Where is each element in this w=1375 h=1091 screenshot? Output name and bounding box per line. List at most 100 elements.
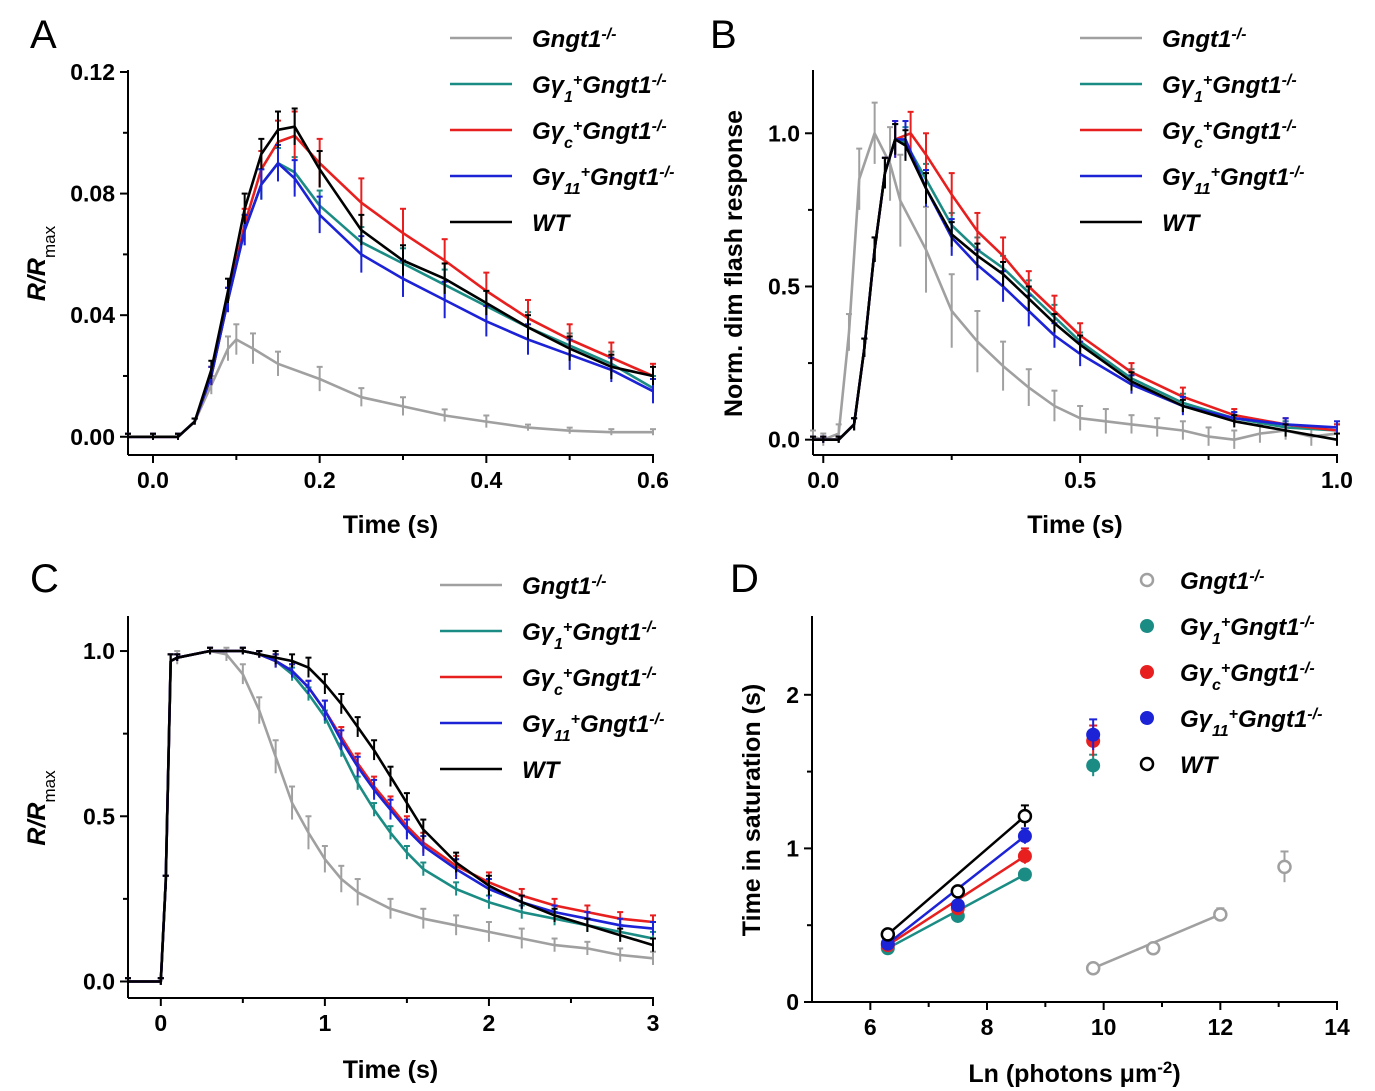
series-gngt1: [1085, 850, 1292, 976]
series-wt: [125, 107, 656, 440]
x-axis-label: Time (s): [343, 1056, 438, 1084]
legend-swatch: [1140, 619, 1154, 633]
y-tick-label: 1: [786, 835, 799, 861]
x-tick-label: 0.5: [1064, 467, 1096, 493]
y-tick-label: 0.12: [70, 59, 115, 85]
x-axis-label: Time (s): [343, 511, 438, 539]
y-tick-label: 0: [786, 989, 799, 1015]
legend-label: WT: [1180, 752, 1220, 779]
series-gngt1: [810, 101, 1340, 449]
legend-label: WT: [1162, 210, 1202, 237]
y-tick-label: 0.5: [83, 803, 115, 829]
legend-swatch: [1140, 665, 1154, 679]
y-axis-label: R/Rmax: [23, 225, 59, 301]
x-axis-label: Ln (photons μm-2): [968, 1058, 1180, 1089]
data-point: [950, 884, 966, 899]
legend-label: Gγ1+Gngt1-/-: [1162, 72, 1297, 106]
x-axis-label: Time (s): [1027, 511, 1122, 539]
x-tick-label: 0.6: [637, 467, 669, 493]
panel-c: C 0 1 2 3 0.0 0.5 1.0 Time (s) R/Rmax Gngt1-/- Gγ1+…: [23, 557, 664, 1084]
x-tick-label: 1: [318, 1010, 331, 1036]
y-tick-label: 1.0: [768, 120, 800, 146]
y-axis-label: R/Rmax: [23, 770, 59, 846]
series-gg11: [125, 646, 656, 985]
legend-label: Gngt1-/-: [1162, 26, 1246, 54]
data-point: [1277, 859, 1292, 875]
data-point: [1086, 727, 1101, 742]
y-tick-label: 0.08: [70, 181, 115, 207]
legend-label: WT: [532, 210, 572, 237]
data-point: [1017, 849, 1032, 864]
data-point: [1017, 867, 1032, 882]
x-tick-label: 10: [1091, 1014, 1117, 1040]
series-wt: [810, 123, 1340, 446]
legend-label: Gγc+Gngt1-/-: [522, 665, 657, 699]
legend-label: Gγ11+Gngt1-/-: [1162, 164, 1304, 198]
y-tick-label: 0.04: [70, 302, 115, 328]
panel-label: B: [710, 13, 737, 57]
x-tick-label: 0.4: [470, 467, 502, 493]
x-tick-label: 0.0: [807, 467, 839, 493]
data-point: [1146, 940, 1161, 956]
y-tick-label: 0.5: [768, 273, 800, 299]
series-gg1: [880, 753, 1101, 956]
series-line: [128, 125, 654, 439]
fit-line: [1092, 913, 1221, 970]
legend-label: Gγc+Gngt1-/-: [1180, 660, 1315, 694]
x-tick-label: 6: [864, 1014, 877, 1040]
panel-label: A: [30, 13, 57, 57]
x-tick-label: 12: [1208, 1014, 1234, 1040]
legend-label: WT: [522, 757, 562, 784]
data-point: [1213, 907, 1228, 922]
data-point: [950, 898, 965, 913]
data-point: [880, 927, 896, 942]
panel-label: D: [730, 557, 759, 601]
y-axis-label: Norm. dim flash response: [720, 110, 748, 417]
legend-label: Gγ1+Gngt1-/-: [522, 619, 657, 653]
legend: Gngt1-/- Gγ1+Gngt1-/- Gγc+Gngt1-/- Gγ11+Gng…: [1080, 26, 1304, 237]
x-tick-label: 0.0: [137, 467, 169, 493]
legend-label: Gγc+Gngt1-/-: [532, 118, 667, 152]
legend: Gngt1-/- Gγ1+Gngt1-/- Gγc+Gngt1-/- Gγ11+Gng…: [1139, 568, 1322, 779]
x-tick-label: 0: [154, 1010, 167, 1036]
series-gg11: [880, 718, 1101, 951]
legend: Gngt1-/- Gγ1+Gngt1-/- Gγc+Gngt1-/- Gγ11+Gng…: [450, 26, 674, 237]
panel-b: B 0.0 0.5 1.0 0.0 0.5 1.0 Time (s) Norm. dim fla…: [710, 13, 1353, 539]
y-tick-label: 0.0: [83, 968, 115, 994]
legend-label: Gγ11+Gngt1-/-: [532, 164, 674, 198]
data-point: [1017, 808, 1033, 824]
fit-line: [887, 815, 1026, 936]
legend: Gngt1-/- Gγ1+Gngt1-/- Gγc+Gngt1-/- Gγ11+Gng…: [440, 573, 664, 784]
legend-label: Gngt1-/-: [532, 26, 616, 54]
legend-label: Gγ11+Gngt1-/-: [1180, 706, 1322, 740]
legend-label: Gγ1+Gngt1-/-: [1180, 614, 1315, 648]
y-tick-label: 0.00: [70, 424, 115, 450]
x-tick-label: 0.2: [304, 467, 336, 493]
series-wt: [880, 804, 1033, 942]
legend-label: Gngt1-/-: [1180, 568, 1264, 596]
y-axis-label: Time in saturation (s): [738, 684, 766, 936]
y-tick-label: 0.0: [768, 427, 800, 453]
legend-swatch: [1139, 756, 1155, 772]
series-wt: [125, 646, 656, 985]
panel-a: A 0.0 0.2 0.4 0.6 0.00 0.04 0.08 0.12 Time (s) R/R…: [23, 13, 674, 539]
legend-label: Gγc+Gngt1-/-: [1162, 118, 1297, 152]
y-tick-label: 2: [786, 682, 799, 708]
data-point: [1086, 758, 1101, 773]
data-point: [1017, 829, 1032, 844]
data-point: [1085, 960, 1101, 976]
legend-label: Gγ1+Gngt1-/-: [532, 72, 667, 106]
series-line: [128, 649, 654, 983]
legend-swatch: [1140, 711, 1154, 725]
legend-label: Gngt1-/-: [522, 573, 606, 601]
x-tick-label: 2: [483, 1010, 496, 1036]
series-line: [813, 138, 1338, 441]
legend-swatch: [1139, 572, 1155, 588]
x-tick-label: 8: [981, 1014, 994, 1040]
panel-label: C: [30, 557, 59, 601]
x-tick-label: 3: [647, 1010, 660, 1036]
y-tick-label: 1.0: [83, 638, 115, 664]
legend-label: Gγ11+Gngt1-/-: [522, 711, 664, 745]
